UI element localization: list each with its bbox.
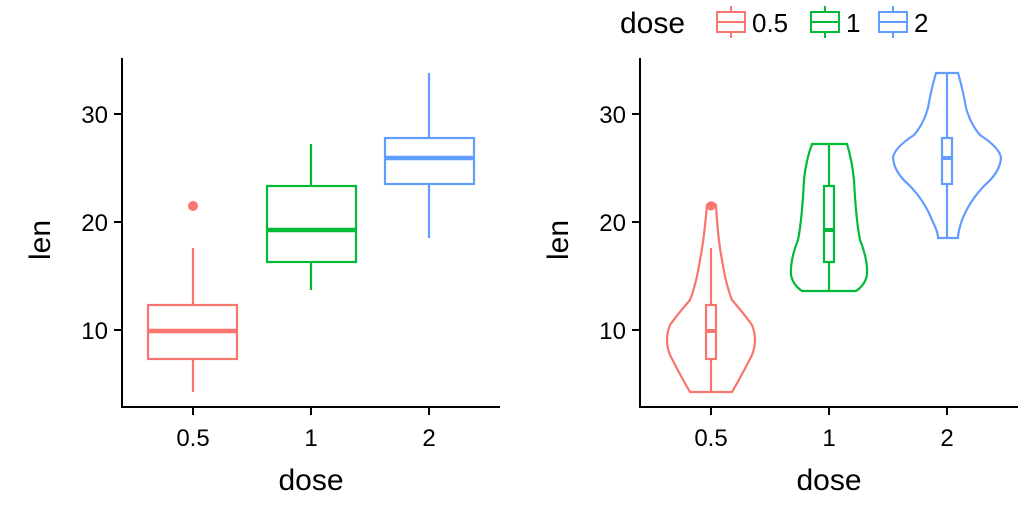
box-dose-1 (265, 144, 358, 290)
x-tick-label: 1 (822, 425, 835, 452)
x-tick-label: 0.5 (694, 425, 727, 452)
legend: dose 0.5 1 2 (620, 6, 928, 40)
y-ticks: 30 20 10 (599, 102, 640, 345)
box-dose-2 (383, 73, 476, 238)
x-axis-title: dose (278, 464, 343, 497)
x-tick-label: 1 (304, 425, 317, 452)
violin-dose-2 (891, 71, 1003, 240)
y-axis-title: len (24, 220, 57, 260)
y-tick-label: 30 (599, 102, 626, 129)
x-tick-label: 2 (940, 425, 953, 452)
legend-label: 1 (846, 8, 860, 38)
violin-panel: dose 0.5 1 2 (542, 6, 1018, 497)
legend-label: 2 (914, 8, 928, 38)
legend-key-2 (878, 6, 908, 38)
box-dose-0.5 (146, 201, 239, 392)
legend-key-0.5 (716, 6, 746, 38)
x-tick-label: 2 (422, 425, 435, 452)
y-tick-label: 10 (599, 318, 626, 345)
x-ticks: 0.5 1 2 (694, 407, 954, 452)
y-axis-title: len (542, 220, 575, 260)
violin-dose-1 (789, 142, 869, 293)
y-tick-label: 10 (81, 318, 108, 345)
outlier-point (188, 201, 198, 211)
y-tick-label: 20 (599, 210, 626, 237)
x-ticks: 0.5 1 2 (176, 407, 436, 452)
x-axis-title: dose (796, 464, 861, 497)
y-tick-label: 20 (81, 210, 108, 237)
x-tick-label: 0.5 (176, 425, 209, 452)
legend-key-1 (810, 6, 840, 38)
violin-dose-0.5 (665, 201, 757, 394)
y-ticks: 30 20 10 (81, 102, 122, 345)
boxplot-panel: 30 20 10 0.5 1 2 dose len (24, 58, 500, 497)
outlier-point (706, 201, 716, 211)
legend-title: dose (620, 7, 685, 40)
legend-label: 0.5 (752, 8, 788, 38)
y-tick-label: 30 (81, 102, 108, 129)
